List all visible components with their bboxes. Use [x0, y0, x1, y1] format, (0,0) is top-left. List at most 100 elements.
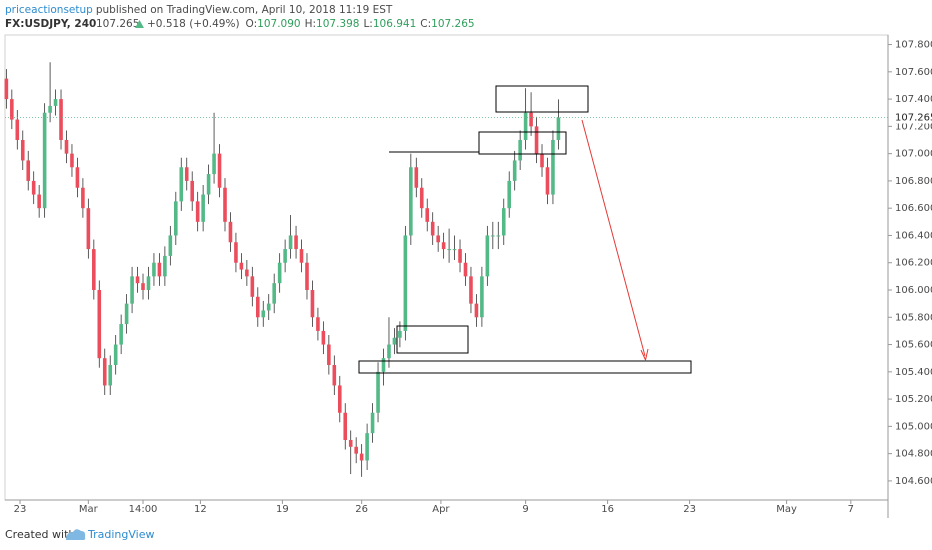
ohlc-key: O: — [246, 18, 258, 30]
x-tick-label: 7 — [848, 504, 854, 515]
axes: 104.600 104.800 105.000 105.200 105.400 105.6… — [5, 40, 932, 515]
candle-body — [501, 208, 506, 236]
candle-body — [261, 310, 266, 318]
candle-body — [70, 153, 74, 168]
candle-body — [53, 99, 58, 106]
candle-body — [239, 262, 244, 270]
x-tick-label: 16 — [601, 504, 614, 515]
candle-body — [10, 99, 14, 120]
price: 107.265 — [96, 18, 139, 30]
zone-box[interactable] — [358, 360, 692, 374]
candle-body — [130, 276, 134, 304]
candle-body — [441, 242, 446, 250]
candle-body — [463, 262, 468, 277]
candle-body — [234, 242, 238, 263]
candle-body — [102, 358, 107, 386]
candle-body — [168, 235, 173, 256]
candle-body — [529, 112, 533, 127]
candle-body — [507, 180, 512, 209]
zone-box[interactable] — [495, 85, 589, 113]
y-tick-label: 107.000 — [895, 149, 932, 160]
candle-body — [512, 160, 517, 181]
footer-brand[interactable]: TradingView — [87, 528, 154, 541]
candle-body — [540, 153, 544, 168]
candle-body — [135, 276, 140, 284]
candle-body — [163, 255, 167, 277]
candle-body — [359, 453, 364, 461]
candle-body — [179, 167, 184, 202]
change: +0.518 (+0.49%) — [147, 18, 240, 30]
candle-body — [316, 317, 320, 331]
candle-body — [436, 235, 440, 243]
zone-box[interactable] — [478, 131, 567, 155]
candle-body — [496, 235, 501, 237]
last-price-label: 107.265 — [895, 113, 932, 124]
y-tick-label: 106.600 — [895, 203, 932, 214]
candle-body — [212, 153, 216, 175]
x-tick-label: 9 — [522, 504, 528, 515]
candle-body — [92, 249, 96, 290]
candle-body — [381, 358, 386, 372]
candle-body — [119, 324, 123, 345]
candle-body — [86, 208, 91, 250]
candle-body — [124, 303, 129, 325]
ohlc-value: 106.941 — [373, 18, 416, 30]
y-tick-label: 105.200 — [895, 394, 932, 405]
candle-body — [277, 262, 282, 284]
last-price-box — [889, 111, 932, 124]
x-tick-label: Mar — [79, 504, 99, 515]
zone-box[interactable] — [396, 325, 469, 354]
candle-body — [206, 174, 211, 195]
candle-body — [556, 117, 561, 140]
candle-body — [108, 365, 113, 386]
x-tick-label: 14:00 — [129, 504, 158, 515]
x-tick-label: Apr — [432, 504, 450, 515]
candle-body — [392, 337, 397, 345]
candle-body — [26, 160, 31, 181]
candle-body — [469, 276, 473, 304]
candle-body — [223, 187, 227, 222]
candle-body — [414, 167, 419, 188]
candle-body — [255, 296, 260, 318]
candle-body — [425, 208, 430, 222]
candle-body — [294, 235, 298, 250]
candle-body — [228, 221, 233, 243]
y-tick-label: 105.000 — [895, 421, 932, 432]
candle-body — [15, 119, 20, 140]
y-tick-label: 107.200 — [895, 121, 932, 132]
author[interactable]: priceactionsetup — [5, 4, 93, 16]
candle-body — [551, 140, 555, 195]
candle-body — [403, 235, 408, 331]
candle-body — [343, 412, 348, 440]
candle-body — [152, 262, 156, 277]
y-tick-label: 107.400 — [895, 94, 932, 105]
candle-body — [250, 276, 255, 297]
candle-body — [81, 187, 85, 209]
candle-body — [305, 262, 309, 290]
up-arrow — [135, 20, 144, 28]
candle-body — [491, 235, 495, 237]
candle-body — [365, 433, 369, 461]
y-tick-label: 106.000 — [895, 285, 932, 296]
candle-body — [523, 112, 528, 140]
candle-body — [266, 303, 271, 311]
arrow-line[interactable] — [581, 119, 646, 357]
candle-body — [217, 153, 222, 188]
y-tick-label: 107.800 — [895, 40, 932, 51]
candle-body — [42, 112, 47, 209]
candle-body — [59, 99, 63, 140]
x-tick-label: May — [776, 504, 797, 515]
candle-body — [272, 283, 276, 304]
candle-body — [387, 344, 391, 359]
candle-body — [20, 140, 25, 161]
symbol: FX:USDJPY, 240 — [5, 18, 96, 30]
published: published on TradingView.com, April 10, … — [96, 4, 393, 16]
footer-created: Created with — [5, 528, 75, 541]
candle-body — [157, 262, 162, 277]
candle-body — [37, 194, 41, 209]
candle-body — [430, 221, 435, 236]
candle-body — [447, 249, 451, 251]
candle-body — [337, 385, 342, 413]
candle-body — [113, 344, 118, 365]
